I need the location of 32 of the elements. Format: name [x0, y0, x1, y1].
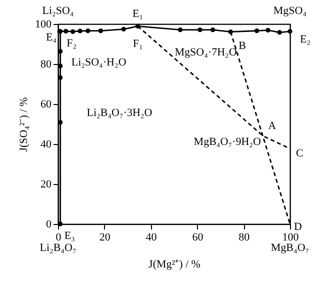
annotation: D [294, 221, 302, 233]
y-tick-label: 80 [40, 58, 52, 70]
x-tick-label: 40 [146, 232, 158, 244]
y-tick-label: 60 [40, 98, 52, 110]
annotation: E₄ [46, 31, 57, 44]
annotation: A [268, 120, 276, 132]
annotation: E₁ [132, 8, 144, 20]
text: Li₂SO₄ [42, 5, 74, 17]
annotation: B [238, 40, 246, 52]
annotation: F₂ [66, 37, 77, 50]
y-tick-label: 0 [46, 218, 52, 230]
x-axis-title: J(Mg²⁺) / % [148, 258, 200, 270]
annotation: Li₂B₄O₇ [40, 242, 76, 254]
y-axis-title: J(SO₄²⁻) / % [18, 97, 30, 152]
annotation: Li₂B₄O₇·3H₂O [86, 106, 152, 119]
annotation: Li₂SO₄·H₂O [71, 56, 126, 69]
annotation: MgB₄O₇ [270, 242, 310, 254]
annotation: C [296, 148, 304, 160]
x-tick-label: 80 [238, 232, 250, 244]
y-tick-label: 40 [40, 138, 52, 150]
x-tick-label: 60 [192, 232, 204, 244]
annotation: F₁ [132, 38, 143, 50]
x-tick-label: 100 [282, 232, 300, 244]
x-tick-label: 0 [56, 232, 62, 244]
y-tick-label: 20 [40, 178, 52, 190]
y-tick-label: 100 [35, 18, 52, 30]
annotation: MgB₄O₇·9H₂O [194, 136, 261, 148]
text: MgSO₄ [273, 5, 307, 17]
x-tick-label: 20 [99, 232, 111, 244]
annotation: E₃ [64, 230, 76, 242]
annotation: MgSO₄·7H₂O [174, 46, 237, 59]
annotation: E₂ [300, 33, 311, 46]
